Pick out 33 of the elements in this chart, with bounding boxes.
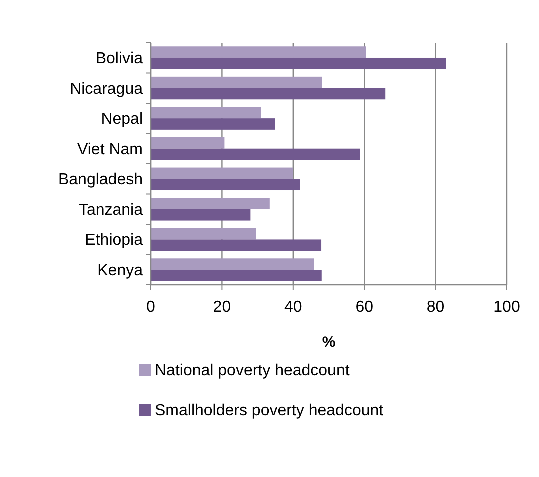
- bar: [151, 148, 360, 160]
- bar: [151, 258, 314, 270]
- x-tick-label: 0: [146, 299, 156, 316]
- bar: [151, 58, 446, 70]
- y-tick-label: Nepal: [101, 111, 143, 128]
- x-tick-label: 60: [356, 299, 374, 316]
- y-tick-label: Viet Nam: [77, 141, 143, 158]
- y-tick-label: Bolivia: [96, 50, 144, 68]
- x-tick-label: 40: [284, 299, 302, 316]
- y-tick-label: Tanzania: [78, 202, 144, 219]
- y-tick-label: Ethiopia: [85, 232, 144, 250]
- bar: [151, 138, 225, 149]
- bar: [151, 270, 322, 282]
- bar: [151, 209, 251, 221]
- bar: [151, 107, 262, 119]
- y-tick-label: Kenya: [98, 262, 144, 280]
- y-tick-label: Bangladesh: [58, 172, 143, 189]
- legend-label: National poverty headcount: [155, 362, 350, 380]
- bar: [151, 179, 300, 190]
- x-axis-title: %: [322, 334, 336, 351]
- bar: [151, 168, 294, 180]
- legend-label: Smallholders poverty headcount: [155, 402, 384, 420]
- bar: [151, 118, 276, 130]
- y-tick-label: Nicaragua: [70, 80, 144, 98]
- x-tick-label: 100: [494, 299, 520, 316]
- bar: [151, 240, 322, 252]
- bar: [151, 198, 270, 210]
- bar: [151, 228, 256, 240]
- bar: [151, 46, 366, 58]
- bar: [151, 88, 386, 100]
- x-tick-label: 20: [213, 299, 232, 316]
- x-tick-label: 80: [426, 299, 445, 316]
- bar: [151, 76, 322, 88]
